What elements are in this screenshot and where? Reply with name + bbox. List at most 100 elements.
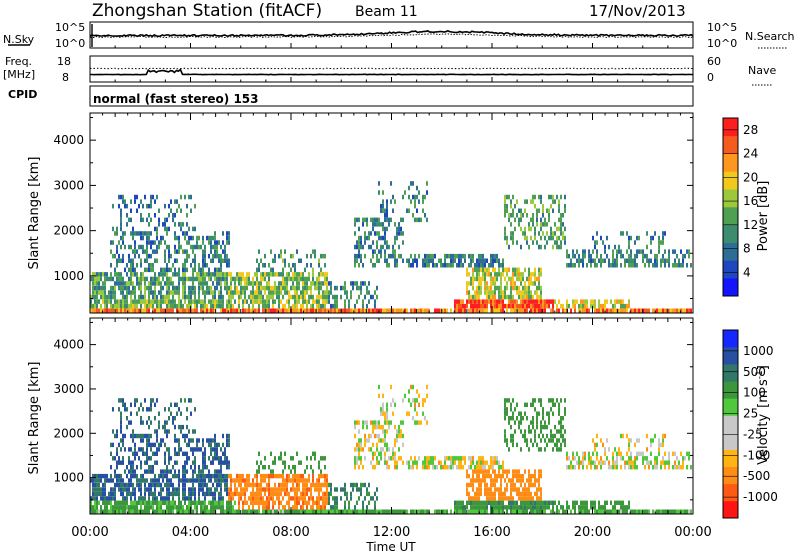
velocity-cell xyxy=(422,465,424,470)
power-cell xyxy=(154,285,156,291)
power-cell xyxy=(492,308,494,313)
velocity-cell xyxy=(142,478,144,483)
power-cell xyxy=(304,281,306,286)
power-cell xyxy=(168,244,170,250)
velocity-cell xyxy=(210,473,212,479)
velocity-cell xyxy=(306,509,308,514)
power-cell xyxy=(460,308,462,313)
power-cell xyxy=(532,299,534,304)
power-cell xyxy=(466,299,468,304)
power-cell xyxy=(172,290,174,295)
power-cell xyxy=(222,231,224,236)
velocity-cell xyxy=(284,505,286,510)
velocity-cell xyxy=(134,487,136,492)
velocity-cell xyxy=(540,398,542,403)
power-cell xyxy=(318,308,320,313)
power-cell xyxy=(160,294,162,300)
velocity-cell xyxy=(126,509,128,514)
power-cell xyxy=(228,308,230,313)
power-cell xyxy=(172,213,174,218)
power-cell xyxy=(248,276,250,282)
power-cell xyxy=(510,222,512,227)
velocity-cell xyxy=(154,496,156,501)
power-cell xyxy=(226,276,228,282)
velocity-cell xyxy=(348,509,350,514)
power-cell xyxy=(164,258,166,263)
power-cell xyxy=(494,253,496,259)
freq-tick-bottom: 8 xyxy=(62,71,69,84)
power-cell xyxy=(236,272,238,277)
power-cell xyxy=(502,308,504,313)
velocity-cell xyxy=(318,473,320,479)
power-cell xyxy=(148,267,150,273)
velocity-cell xyxy=(202,473,204,479)
velocity-cell xyxy=(632,465,634,470)
power-cell xyxy=(226,299,228,304)
velocity-cell xyxy=(192,447,194,452)
power-cell xyxy=(92,276,94,282)
power-cell xyxy=(568,303,570,309)
velocity-cell xyxy=(474,491,476,497)
power-cell xyxy=(134,272,136,277)
velocity-cell xyxy=(184,433,186,439)
velocity-cell xyxy=(536,505,538,510)
velocity-cell xyxy=(660,509,662,514)
power-cell xyxy=(402,240,404,245)
power-cell xyxy=(196,303,198,309)
velocity-cell xyxy=(148,456,150,461)
power-cell xyxy=(370,217,372,223)
power-cell xyxy=(144,308,146,313)
velocity-cell xyxy=(530,429,532,434)
power-cell xyxy=(560,213,562,218)
velocity-cell xyxy=(122,456,124,461)
power-cell xyxy=(160,235,162,241)
power-cell xyxy=(452,263,454,268)
velocity-cell xyxy=(642,460,644,465)
velocity-cell xyxy=(662,509,664,514)
power-cell xyxy=(452,258,454,263)
power-cell xyxy=(248,272,250,277)
velocity-cell xyxy=(574,456,576,461)
velocity-cell xyxy=(262,500,264,506)
power-cell xyxy=(242,276,244,282)
power-colorbar-segment xyxy=(723,224,738,243)
velocity-cell xyxy=(412,416,414,421)
power-cell xyxy=(176,290,178,295)
power-cell xyxy=(540,199,542,204)
velocity-cell xyxy=(480,469,482,474)
velocity-cell xyxy=(686,451,688,457)
power-cell xyxy=(92,303,94,309)
velocity-cell xyxy=(386,442,388,448)
velocity-cell xyxy=(534,500,536,506)
power-cell xyxy=(512,240,514,245)
velocity-cell xyxy=(538,433,540,439)
velocity-cell xyxy=(202,451,204,457)
power-cell xyxy=(144,281,146,286)
power-cell xyxy=(154,249,156,254)
power-cell xyxy=(292,281,294,286)
power-cell xyxy=(492,267,494,273)
power-cell xyxy=(444,258,446,263)
power-cell xyxy=(252,285,254,291)
velocity-cell xyxy=(212,438,214,443)
power-cell xyxy=(202,290,204,295)
power-cell xyxy=(476,294,478,300)
velocity-cell xyxy=(128,509,130,514)
velocity-cell xyxy=(362,482,364,488)
velocity-cell xyxy=(158,478,160,483)
power-cell xyxy=(124,303,126,309)
power-cell xyxy=(510,276,512,282)
velocity-cell xyxy=(540,487,542,492)
power-cell xyxy=(296,299,298,304)
velocity-cell xyxy=(552,505,554,510)
velocity-cell xyxy=(376,433,378,439)
velocity-cell xyxy=(232,509,234,514)
velocity-cell xyxy=(384,442,386,448)
power-cell xyxy=(228,235,230,241)
power-cell xyxy=(282,272,284,277)
power-cell xyxy=(650,258,652,263)
power-cell xyxy=(514,267,516,273)
velocity-cell xyxy=(156,482,158,488)
velocity-cell xyxy=(216,482,218,488)
